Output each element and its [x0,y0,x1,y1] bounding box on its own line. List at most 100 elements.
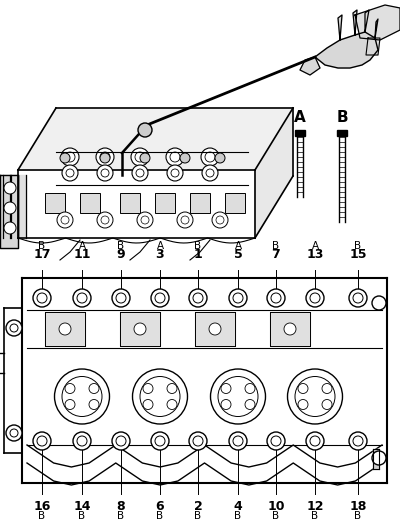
Text: A: A [234,241,242,251]
Polygon shape [373,449,379,469]
Circle shape [33,289,51,307]
Text: B: B [38,511,46,521]
Text: B: B [38,241,46,251]
Circle shape [298,383,308,393]
Circle shape [167,165,183,181]
Bar [45,193,65,213]
Polygon shape [315,32,378,68]
Circle shape [4,182,16,194]
Ellipse shape [54,369,110,424]
Circle shape [349,432,367,450]
Circle shape [229,432,247,450]
Polygon shape [353,10,357,35]
Circle shape [140,153,150,163]
Polygon shape [3,175,11,238]
Text: 9: 9 [117,248,125,261]
Text: B: B [354,511,362,521]
Polygon shape [365,10,369,32]
Text: B: B [194,511,202,521]
Circle shape [134,323,146,335]
Circle shape [112,432,130,450]
Circle shape [215,153,225,163]
Circle shape [189,289,207,307]
Circle shape [96,148,114,166]
Polygon shape [18,175,26,238]
Text: 11: 11 [73,248,91,261]
Circle shape [306,289,324,307]
Bar [120,193,140,213]
Text: B: B [118,511,124,521]
Circle shape [65,400,75,410]
Polygon shape [255,108,293,238]
Bar [155,193,175,213]
Circle shape [4,222,16,234]
Polygon shape [338,15,342,40]
Circle shape [221,383,231,393]
Text: 18: 18 [349,500,367,513]
Text: A: A [156,241,164,251]
Polygon shape [4,308,22,453]
Circle shape [60,153,70,163]
Text: A: A [78,241,86,251]
Circle shape [62,165,78,181]
Text: 8: 8 [117,500,125,513]
Text: 16: 16 [33,500,51,513]
Polygon shape [355,5,400,40]
Bar [80,193,100,213]
Circle shape [73,432,91,450]
Circle shape [6,425,22,441]
Circle shape [73,289,91,307]
Circle shape [100,153,110,163]
Circle shape [89,400,99,410]
Circle shape [221,400,231,410]
Circle shape [267,432,285,450]
Circle shape [65,383,75,393]
Polygon shape [375,19,378,38]
Text: A: A [294,110,306,126]
Ellipse shape [288,369,342,424]
Circle shape [61,148,79,166]
Circle shape [372,296,386,310]
Text: 13: 13 [306,248,324,261]
Circle shape [138,123,152,137]
Text: B: B [312,511,318,521]
Circle shape [245,383,255,393]
Circle shape [132,165,148,181]
Circle shape [59,323,71,335]
Circle shape [212,212,228,228]
Polygon shape [18,170,255,238]
Circle shape [131,148,149,166]
Text: 12: 12 [306,500,324,513]
Polygon shape [10,175,18,238]
Circle shape [4,202,16,214]
Text: A: A [312,241,318,251]
Polygon shape [270,312,310,346]
Polygon shape [366,38,380,55]
Text: 7: 7 [272,248,280,261]
Circle shape [151,289,169,307]
Polygon shape [0,353,4,373]
Circle shape [267,289,285,307]
Text: 4: 4 [234,500,242,513]
Text: B: B [78,511,86,521]
Polygon shape [0,175,18,248]
Text: 2: 2 [194,500,202,513]
Circle shape [143,400,153,410]
Circle shape [33,432,51,450]
Polygon shape [337,130,347,136]
Ellipse shape [132,369,188,424]
Circle shape [167,400,177,410]
Circle shape [245,400,255,410]
Circle shape [151,432,169,450]
Polygon shape [18,108,293,170]
Polygon shape [120,312,160,346]
Circle shape [372,451,386,465]
Text: B: B [156,511,164,521]
Polygon shape [300,57,320,75]
Circle shape [209,323,221,335]
Circle shape [201,148,219,166]
Text: B: B [354,241,362,251]
Text: 15: 15 [349,248,367,261]
Circle shape [97,212,113,228]
Text: 5: 5 [234,248,242,261]
